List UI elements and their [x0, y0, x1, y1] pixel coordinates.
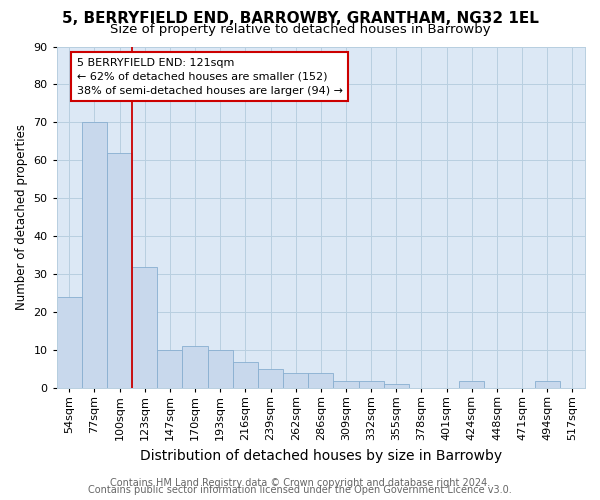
Bar: [57, 297, 82, 388]
Bar: [535, 380, 560, 388]
Bar: [107, 153, 132, 388]
Bar: [283, 373, 308, 388]
Text: 5 BERRYFIELD END: 121sqm
← 62% of detached houses are smaller (152)
38% of semi-: 5 BERRYFIELD END: 121sqm ← 62% of detach…: [77, 58, 343, 96]
Y-axis label: Number of detached properties: Number of detached properties: [15, 124, 28, 310]
Bar: [233, 362, 258, 388]
Bar: [258, 369, 283, 388]
Text: Contains public sector information licensed under the Open Government Licence v3: Contains public sector information licen…: [88, 485, 512, 495]
Bar: [359, 380, 384, 388]
Text: Contains HM Land Registry data © Crown copyright and database right 2024.: Contains HM Land Registry data © Crown c…: [110, 478, 490, 488]
Bar: [132, 266, 157, 388]
Bar: [384, 384, 409, 388]
Text: 5, BERRYFIELD END, BARROWBY, GRANTHAM, NG32 1EL: 5, BERRYFIELD END, BARROWBY, GRANTHAM, N…: [62, 11, 538, 26]
Bar: [308, 373, 334, 388]
Text: Size of property relative to detached houses in Barrowby: Size of property relative to detached ho…: [110, 22, 490, 36]
Bar: [82, 122, 107, 388]
X-axis label: Distribution of detached houses by size in Barrowby: Distribution of detached houses by size …: [140, 448, 502, 462]
Bar: [157, 350, 182, 388]
Bar: [208, 350, 233, 388]
Bar: [459, 380, 484, 388]
Bar: [334, 380, 359, 388]
Bar: [182, 346, 208, 388]
